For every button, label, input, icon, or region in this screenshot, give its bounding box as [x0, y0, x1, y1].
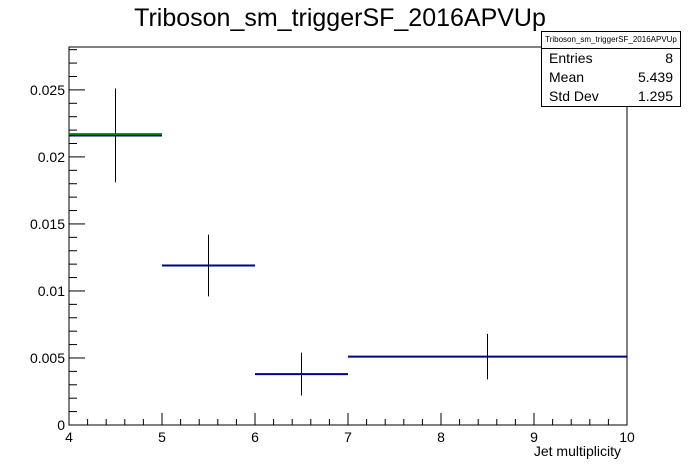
stats-value: 8	[665, 50, 673, 66]
y-tick-label: 0.005	[30, 350, 65, 366]
chart-title: Triboson_sm_triggerSF_2016APVUp	[134, 4, 546, 32]
stats-label: Mean	[549, 69, 585, 85]
x-tick-label: 8	[437, 429, 445, 445]
stats-box: Triboson_sm_triggerSF_2016APVUp Entries …	[541, 31, 681, 107]
x-tick-label: 4	[65, 429, 73, 445]
x-tick-label: 7	[344, 429, 352, 445]
stats-row-mean: Mean 5.439	[542, 68, 680, 87]
x-tick-label: 5	[158, 429, 166, 445]
y-tick-label: 0.015	[30, 216, 65, 232]
stats-label: Entries	[549, 50, 593, 66]
x-tick-label: 9	[530, 429, 538, 445]
stats-value: 5.439	[637, 69, 673, 85]
stats-row-std-dev: Std Dev 1.295	[542, 87, 680, 106]
x-tick-label: 6	[251, 429, 259, 445]
y-tick-label: 0.02	[38, 149, 65, 165]
x-axis-label: Jet multiplicity	[534, 443, 621, 459]
axes: 4 5 6 7 8 9 10 0 0.005 0.01 0.015 0.02 0.025	[30, 46, 635, 445]
x-tick-label: 10	[619, 429, 635, 445]
data-marks	[69, 88, 627, 396]
y-tick-label: 0.01	[38, 283, 65, 299]
stats-label: Std Dev	[549, 88, 599, 104]
stats-box-title: Triboson_sm_triggerSF_2016APVUp	[542, 32, 680, 49]
stats-row-entries: Entries 8	[542, 49, 680, 68]
stats-value: 1.295	[637, 88, 673, 104]
y-tick-label: 0.025	[30, 82, 65, 98]
y-tick-label: 0	[57, 417, 65, 433]
